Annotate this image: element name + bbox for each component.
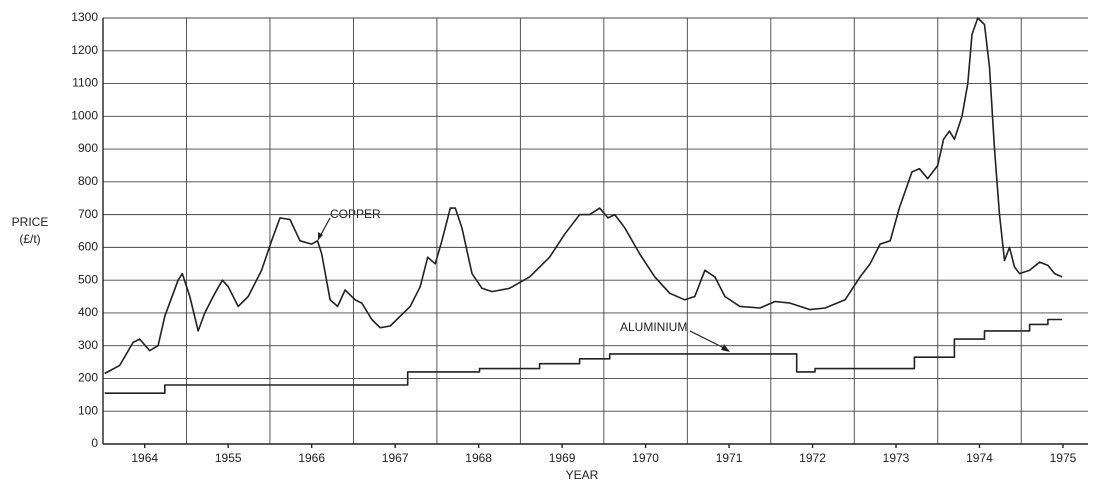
arrow-head	[318, 232, 323, 240]
x-tick-label: 1973	[883, 451, 910, 465]
x-tick-label: 1968	[465, 451, 492, 465]
annotation: ALUMINIUM	[620, 320, 687, 334]
x-tick-label: 1964	[131, 451, 158, 465]
x-axis-label: YEAR	[566, 468, 599, 482]
annotation-arrow	[689, 330, 729, 351]
y-tick-label: 800	[78, 174, 98, 188]
x-tick-label: 1970	[632, 451, 659, 465]
x-tick-label: 1972	[799, 451, 826, 465]
y-axis-label: PRICE	[12, 215, 49, 229]
x-tick-label: 1969	[549, 451, 576, 465]
arrow-head	[721, 344, 730, 352]
series-line	[104, 17, 1063, 375]
series-line	[104, 318, 1063, 394]
y-tick-label: 400	[78, 305, 98, 319]
x-tick-label: 1955	[215, 451, 242, 465]
y-tick-label: 300	[78, 338, 98, 352]
x-tick-label: 1974	[966, 451, 993, 465]
y-tick-label: 1200	[71, 43, 98, 57]
y-tick-label: 500	[78, 272, 98, 286]
y-tick-label: 1100	[72, 76, 98, 90]
x-tick-label: 1971	[716, 451, 743, 465]
y-tick-label: 200	[78, 371, 98, 385]
y-tick-label: 900	[78, 141, 98, 155]
y-tick-label: 600	[78, 240, 98, 254]
x-tick-label: 1966	[298, 451, 325, 465]
y-tick-label: 700	[78, 207, 98, 221]
y-tick-label: 1000	[71, 108, 98, 122]
y-tick-label: 100	[78, 403, 98, 417]
y-tick-label: 0	[91, 436, 98, 450]
y-tick-label: 1300	[71, 10, 98, 24]
y-axis-label: (£/t)	[19, 232, 40, 246]
x-tick-label: 1967	[382, 451, 409, 465]
x-tick-label: 1975	[1050, 451, 1077, 465]
